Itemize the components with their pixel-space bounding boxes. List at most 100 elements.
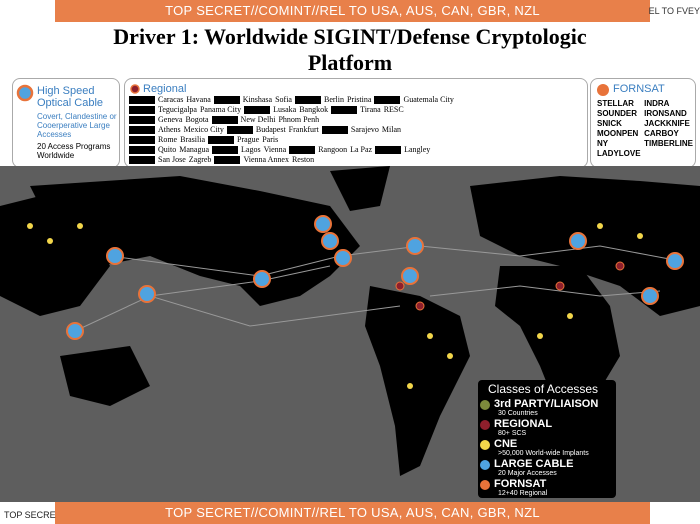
redaction [129,136,155,144]
city: Bogota [185,115,209,124]
legend-label: CNE [494,438,518,450]
banner-right: EL TO FVEY [648,6,700,16]
legend: Classes of Accesses 3rd PARTY/LIAISON 30 … [478,380,616,498]
legend-swatch [480,480,490,490]
fornsat-site: IRONSAND [644,109,687,118]
city-row: Tegucigalpa Panama City Lusaka Bangkok Tiran… [129,105,583,115]
redaction [226,126,253,134]
city: Budapest [255,125,286,134]
city-row: Geneva Bogota New Delhi Phnom Penh [129,115,583,125]
city-row: Quito Managua Lagos Vienna Rangoon La Paz Lang… [129,145,583,155]
redaction [129,156,155,164]
city: Frankfurt [288,125,319,134]
city: Pristina [346,95,372,104]
city: Zagreb [188,155,212,164]
city: Langley [404,145,431,154]
city: Reston [291,155,315,164]
legend-label: 3rd PARTY/LIAISON [494,398,599,410]
cable-description: Covert, Clandestine or Cooerperative Lar… [37,112,117,139]
city-row: Rome Brasilia Prague Paris [129,135,583,145]
legend-swatch [480,400,490,410]
legend-detail: 80+ SCS [498,430,527,437]
city: Geneva [158,115,183,124]
fornsat-site: SOUNDER [597,109,638,118]
city: La Paz [350,145,373,154]
cable-dots [66,215,684,340]
city: Panama City [199,105,242,114]
city: Sarajevo [350,125,379,134]
legend-item: CNE >50,000 World-wide Implants [478,438,616,458]
city: Paris [262,135,279,144]
city: Managua [179,145,209,154]
legend-item: 3rd PARTY/LIAISON 30 Countries [478,398,616,418]
city: Rome [158,135,178,144]
legend-detail: >50,000 World-wide Implants [498,450,589,457]
legend-swatch [480,460,490,470]
cable-icon [16,84,34,102]
city-row: San Jose Zagreb Vienna Annex Reston [129,155,583,165]
fornsat-site: LADYLOVE [597,149,641,158]
legend-item: LARGE CABLE 20 Major Accesses [478,458,616,478]
legend-item: REGIONAL 80+ SCS [478,418,616,438]
redaction [321,126,348,134]
cable-title: High Speed Optical Cable [37,85,104,109]
city: Sofia [275,95,292,104]
fornsat-site: NY [597,139,609,148]
city: Brasilia [180,135,205,144]
redaction [331,106,358,114]
legend-title: Classes of Accesses [488,382,599,396]
africa [495,266,620,416]
city: Mexico City [183,125,224,134]
redaction [208,136,234,144]
city: Lagos [241,145,261,154]
city: Vienna Annex [243,155,289,164]
legend-label: REGIONAL [494,418,553,430]
legend-detail: 20 Major Accesses [498,470,557,477]
fornsat-site: TIMBERLINE [644,139,693,148]
top-banner: TOP SECRET//COMINT//REL TO USA, AUS, CAN… [55,0,650,22]
cne-dots [27,223,643,389]
north-america [30,176,360,306]
city: Berlin [323,95,344,104]
city: Kinshasa [242,95,273,104]
city: Vienna [263,145,287,154]
title: Driver 1: Worldwide SIGINT/Defense Crypt… [113,24,587,75]
redaction [129,116,155,124]
redaction [213,96,240,104]
fornsat-site: INDRA [644,99,670,108]
city: Quito [158,145,177,154]
city: Athens [158,125,181,134]
redaction [211,116,238,124]
regional-panel: Regional Caracas Havana Kinshasa Sofia Berli… [124,78,588,168]
redaction [212,146,238,154]
regional-icon [130,84,140,94]
city-grid: Caracas Havana Kinshasa Sofia Berlin Pristina… [129,95,583,165]
city: Phnom Penh [278,115,320,124]
bottom-banner: TOP SECRET//COMINT//REL TO USA, AUS, CAN… [55,502,650,524]
fornsat-site: JACKKNIFE [644,119,690,128]
legend-swatch [480,420,490,430]
redaction [129,106,155,114]
city: Tirana [360,105,381,114]
city: Havana [186,95,211,104]
fornsat-site: SNICK [597,119,622,128]
redaction [129,96,155,104]
legend-swatch [480,440,490,450]
city-row: Athens Mexico City Budapest Frankfurt Saraje… [129,125,583,135]
city: Milan [381,125,401,134]
city: Rangoon [318,145,348,154]
fornsat-icon [597,84,609,96]
legend-label: FORNSAT [494,478,547,490]
redaction [294,96,321,104]
cable-programs: 20 Access Programs Worldwide [37,142,111,160]
city: San Jose [158,155,186,164]
city: Lusaka [273,105,297,114]
city: Tegucigalpa [158,105,197,114]
city: RESC [383,105,404,114]
legend-detail: 12+40 Regional [498,490,548,497]
cable-panel: High Speed Optical Cable Covert, Clandes… [12,78,120,168]
redaction [375,146,402,154]
city: New Delhi [240,115,276,124]
world-map [0,166,700,502]
